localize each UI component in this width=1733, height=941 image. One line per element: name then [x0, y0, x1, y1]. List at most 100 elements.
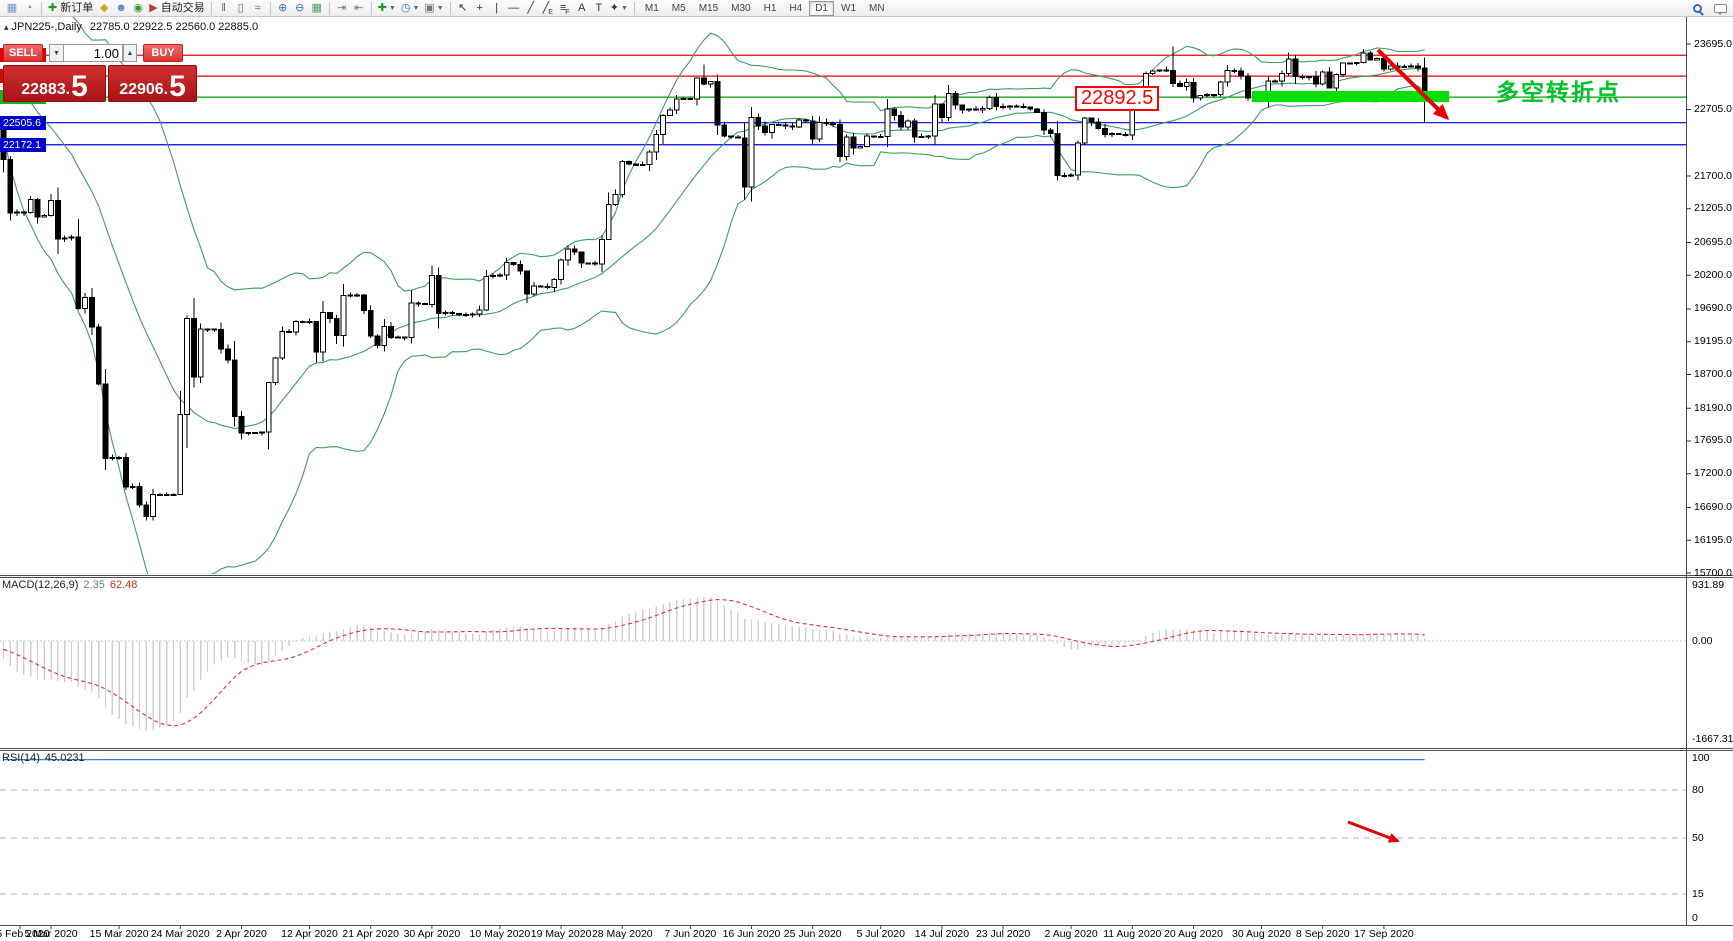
autotrading-button-label: 自动交易	[160, 1, 205, 14]
symbol-header: ▴ JPN225-,Daily 22785.0 22922.5 22560.0 22…	[4, 21, 258, 33]
zoom-out-icon: ⊖	[295, 1, 305, 14]
bar-chart-icon[interactable]: ‖	[216, 1, 232, 16]
candle-chart-icon[interactable]: ▯	[233, 1, 249, 16]
price-annotation-label[interactable]: 22892.5	[1075, 86, 1160, 111]
line-chart-icon[interactable]: ≈	[250, 1, 266, 16]
template-button: ▣	[424, 1, 435, 14]
text-label-icon: T	[595, 1, 603, 14]
add-indicator-button[interactable]: ✚ ▼	[377, 1, 396, 14]
zoom-in-icon: ⊕	[278, 1, 288, 14]
timeframe-menu-button[interactable]: ◷ ▼	[400, 1, 420, 14]
text-icon[interactable]: A	[574, 1, 590, 16]
sell-price-pips: 5	[71, 70, 88, 103]
main-toolbar: ▦ ◔ ✚ 新订单 ◆ ☻ ◉ ▶ 自动交易 ‖ ▯ ≈ ⊕ ⊖ ▦ ⇥ ⇤ ✚ ▼ ◷ ▼ ▣ ▼ ↖ + | — ╱ ╱ E ≡ F A T ✦…	[0, 0, 1733, 17]
channel-icon: ╱	[542, 1, 550, 14]
volume-decrease-button[interactable]: ▼	[49, 44, 63, 62]
crosshair-icon: +	[476, 1, 483, 14]
history-center-icon[interactable]: ◆	[96, 1, 112, 16]
vertical-line-icon: |	[495, 1, 499, 14]
timeframe-h1[interactable]: H1	[763, 2, 777, 14]
new-order-button-label: 新订单	[60, 1, 94, 14]
macd-label: MACD(12,26,9) 2.35 62.48	[2, 579, 138, 591]
symbol-title: JPN225-,Daily	[11, 21, 82, 33]
bollinger-bands	[2, 17, 1426, 574]
expert-advisor-icon: ☻	[115, 1, 127, 14]
timeframe-menu-button: ◷	[400, 1, 411, 14]
text-icon: A	[578, 1, 586, 14]
crosshair-icon[interactable]: +	[472, 1, 488, 16]
timeframe-d1[interactable]: D1	[809, 0, 834, 16]
rsi-down-arrow	[1347, 820, 1400, 843]
chart-shift-icon[interactable]: ⇤	[351, 1, 367, 16]
timeframe-m1[interactable]: M1	[644, 2, 659, 14]
cursor-icon[interactable]: ↖	[455, 1, 471, 16]
add-indicator-button: ✚	[377, 1, 387, 14]
chart-shift-icon: ⇤	[354, 1, 364, 14]
toolbar-separator	[210, 1, 212, 15]
tile-windows-icon[interactable]: ▦	[309, 1, 325, 16]
autotrading-button: ▶	[149, 1, 158, 14]
zoom-out-icon[interactable]: ⊖	[292, 1, 308, 16]
trendline-icon[interactable]: ╱	[523, 1, 539, 16]
symbol-marker-icon: ▴	[4, 22, 9, 32]
auto-scroll-icon[interactable]: ⇥	[334, 1, 350, 16]
toolbar-separator	[269, 1, 271, 15]
toolbar-separator	[41, 1, 42, 15]
timeframe-h4[interactable]: H4	[789, 2, 803, 14]
market-watch-icon[interactable]: ▦	[4, 1, 20, 16]
volume-input[interactable]	[63, 44, 123, 62]
one-click-trading-panel: SELL ▼ ▲ BUY 22883. 5 22906. 5	[3, 44, 199, 102]
buy-price: 22906.	[119, 81, 169, 99]
sell-button[interactable]: SELL	[3, 44, 43, 62]
rsi-label: RSI(14) 45.0231	[2, 752, 85, 764]
trendline-icon: ╱	[527, 1, 535, 14]
sell-price: 22883.	[21, 81, 71, 99]
signal-icon[interactable]: ◉	[130, 1, 146, 16]
turning-point-annotation[interactable]: 多空转折点	[1496, 79, 1621, 105]
timeframe-m30[interactable]: M30	[731, 2, 751, 14]
line-chart-icon: ≈	[254, 1, 261, 14]
search-icon[interactable]	[1689, 1, 1705, 16]
buy-price-pips: 5	[169, 70, 186, 103]
candles	[0, 46, 1428, 521]
zoom-in-icon[interactable]: ⊕	[275, 1, 291, 16]
volume-increase-button[interactable]: ▲	[123, 44, 137, 62]
candle-chart-icon: ▯	[237, 1, 244, 14]
toolbar-separator	[370, 1, 372, 15]
vertical-line-icon[interactable]: |	[489, 1, 505, 16]
horizontal-line-icon[interactable]: —	[506, 1, 522, 16]
macd-signal-line	[3, 599, 1425, 727]
channel-icon[interactable]: ╱ E	[542, 1, 553, 16]
tile-windows-icon: ▦	[311, 1, 322, 14]
toolbar-separator	[328, 1, 330, 15]
new-order-button: ✚	[48, 1, 58, 14]
toolbar-separator	[449, 1, 451, 15]
template-button[interactable]: ▣ ▼	[424, 1, 444, 14]
auto-scroll-icon: ⇥	[337, 1, 347, 14]
new-order-button[interactable]: ✚ 新订单	[46, 1, 95, 16]
toolbar-separator	[633, 1, 635, 15]
data-window-icon[interactable]: ◔	[21, 1, 37, 16]
sell-price-box[interactable]: 22883. 5	[3, 65, 106, 102]
market-watch-icon: ▦	[6, 1, 18, 14]
buy-price-box[interactable]: 22906. 5	[108, 65, 197, 102]
signal-icon: ◉	[133, 1, 144, 14]
timeframe-m15[interactable]: M15	[698, 2, 719, 14]
arrows-icon[interactable]: ✦ ▼	[609, 1, 628, 14]
chat-icon[interactable]	[1712, 1, 1729, 16]
text-label-icon[interactable]: T	[591, 1, 607, 16]
support-zone-rect	[1252, 91, 1449, 102]
autotrading-button[interactable]: ▶ 自动交易	[147, 1, 206, 16]
macd-histogram	[2, 597, 1426, 731]
symbol-ohlc-values: 22785.0 22922.5 22560.0 22885.0	[89, 21, 259, 33]
history-center-icon: ◆	[99, 1, 109, 14]
timeframe-mn[interactable]: MN	[869, 2, 885, 14]
timeframe-m5[interactable]: M5	[671, 2, 686, 14]
bar-chart-icon: ‖	[221, 1, 226, 14]
timeframe-w1[interactable]: W1	[841, 2, 856, 14]
buy-button[interactable]: BUY	[143, 44, 183, 62]
fibonacci-icon[interactable]: ≡ F	[559, 1, 570, 16]
expert-advisor-icon[interactable]: ☻	[113, 1, 129, 16]
